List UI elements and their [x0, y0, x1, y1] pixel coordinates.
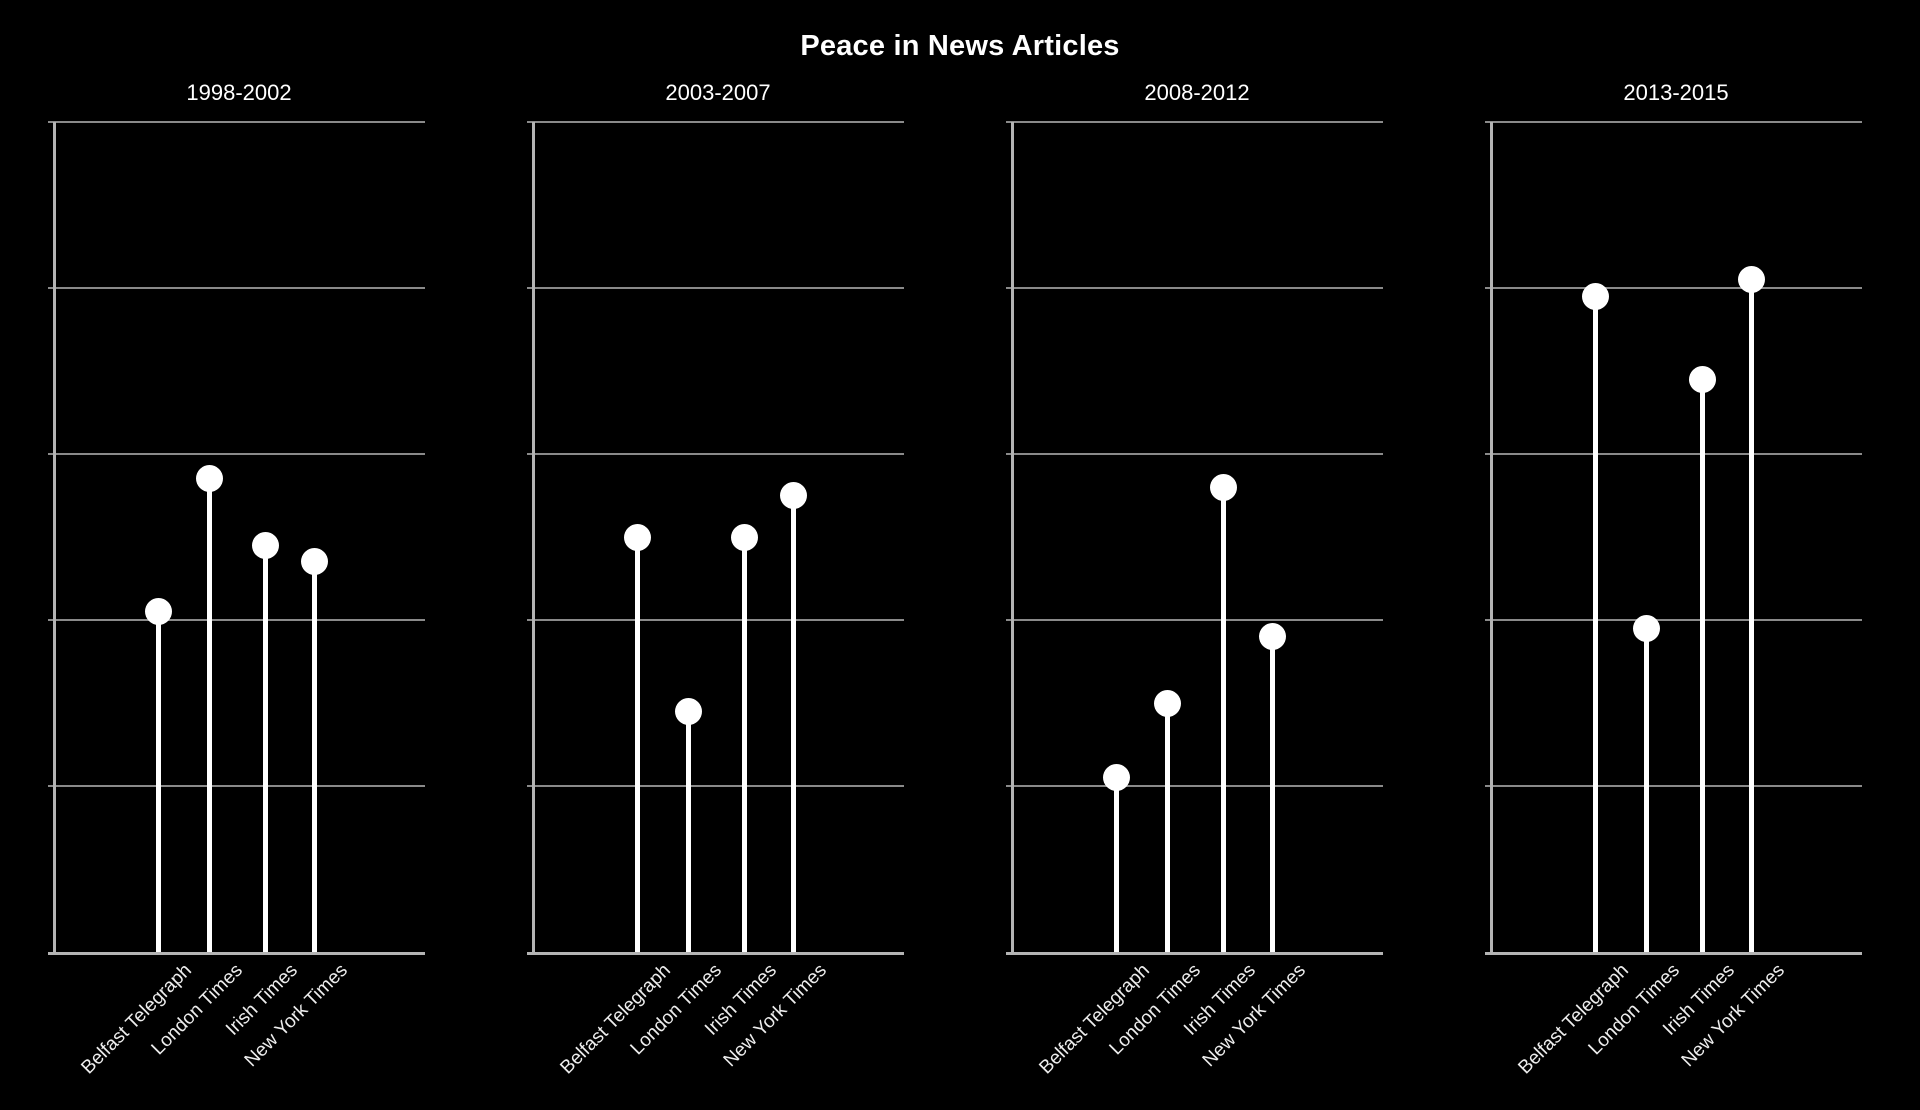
gridline — [48, 785, 425, 787]
lollipop-marker — [675, 697, 703, 725]
lollipop-stem — [1699, 379, 1705, 952]
lollipop-marker — [145, 598, 173, 626]
y-axis-spine — [1011, 122, 1014, 952]
lollipop-stem — [1593, 296, 1599, 952]
y-axis-spine — [53, 122, 56, 952]
lollipop-marker — [301, 548, 329, 576]
facet-title: 2003-2007 — [665, 80, 771, 105]
lollipop-stem — [262, 545, 268, 952]
lollipop-stem — [686, 711, 692, 952]
plot-area: Belfast Telegraph London Times Irish Times… — [1006, 121, 1383, 1078]
plot-area: Belfast Telegraph London Times Irish Times… — [527, 121, 904, 1078]
gridline — [1485, 453, 1862, 455]
lollipop-stem — [1114, 777, 1120, 952]
lollipop-marker — [1688, 365, 1716, 393]
gridline — [1006, 785, 1383, 787]
lollipop-marker — [1103, 764, 1131, 792]
facet-panel: 1998-2002 Belfast Telegraph London Times Ir… — [48, 0, 425, 1110]
lollipop-marker — [196, 465, 224, 493]
gridline — [1006, 287, 1383, 289]
facet-panel: 2008-2012 Belfast Telegraph London Times Ir… — [1006, 0, 1383, 1110]
lollipop-marker — [1738, 266, 1766, 294]
gridline — [48, 287, 425, 289]
gridline — [1485, 619, 1862, 621]
gridline — [48, 619, 425, 621]
gridline — [527, 619, 904, 621]
x-axis-spine — [48, 952, 425, 955]
lollipop-marker — [1582, 282, 1610, 310]
facet-panel: 2013-2015 Belfast Telegraph London Times Ir… — [1485, 0, 1862, 1110]
facet-title: 2008-2012 — [1144, 80, 1250, 105]
lollipop-stem — [312, 561, 318, 952]
lollipop-marker — [1154, 689, 1182, 717]
lollipop-stem — [1749, 279, 1755, 952]
gridline — [1485, 121, 1862, 123]
gridline — [1006, 453, 1383, 455]
y-axis-spine — [1490, 122, 1493, 952]
gridline — [527, 453, 904, 455]
gridline — [527, 287, 904, 289]
facet-title: 2013-2015 — [1623, 80, 1729, 105]
lollipop-stem — [1220, 487, 1226, 952]
lollipop-marker — [1633, 614, 1661, 642]
gridline — [1485, 287, 1862, 289]
x-axis-spine — [1006, 952, 1383, 955]
gridline — [527, 121, 904, 123]
lollipop-marker — [251, 531, 279, 559]
lollipop-stem — [741, 537, 747, 952]
y-axis-spine — [532, 122, 535, 952]
gridline — [1006, 121, 1383, 123]
facet-panel: 2003-2007 Belfast Telegraph London Times Ir… — [527, 0, 904, 1110]
lollipop-stem — [1165, 703, 1171, 952]
lollipop-stem — [1644, 628, 1650, 952]
facet-title: 1998-2002 — [186, 80, 292, 105]
lollipop-stem — [791, 495, 797, 952]
plot-area: Belfast Telegraph London Times Irish Times… — [48, 121, 425, 1078]
chart-title: Peace in News Articles — [800, 30, 1120, 62]
lollipop-stem — [1270, 636, 1276, 952]
lollipop-marker — [1209, 473, 1237, 501]
lollipop-marker — [730, 523, 758, 551]
lollipop-marker — [624, 523, 652, 551]
x-axis-spine — [527, 952, 904, 955]
lollipop-marker — [1259, 623, 1287, 651]
lollipop-stem — [207, 478, 213, 952]
gridline — [1485, 785, 1862, 787]
plot-area: Belfast Telegraph London Times Irish Times… — [1485, 121, 1862, 1078]
lollipop-stem — [156, 611, 162, 952]
lollipop-marker — [780, 482, 808, 509]
gridline — [527, 785, 904, 787]
gridline — [1006, 619, 1383, 621]
lollipop-stem — [635, 537, 641, 952]
gridline — [48, 453, 425, 455]
gridline — [48, 121, 425, 123]
x-axis-spine — [1485, 952, 1862, 955]
